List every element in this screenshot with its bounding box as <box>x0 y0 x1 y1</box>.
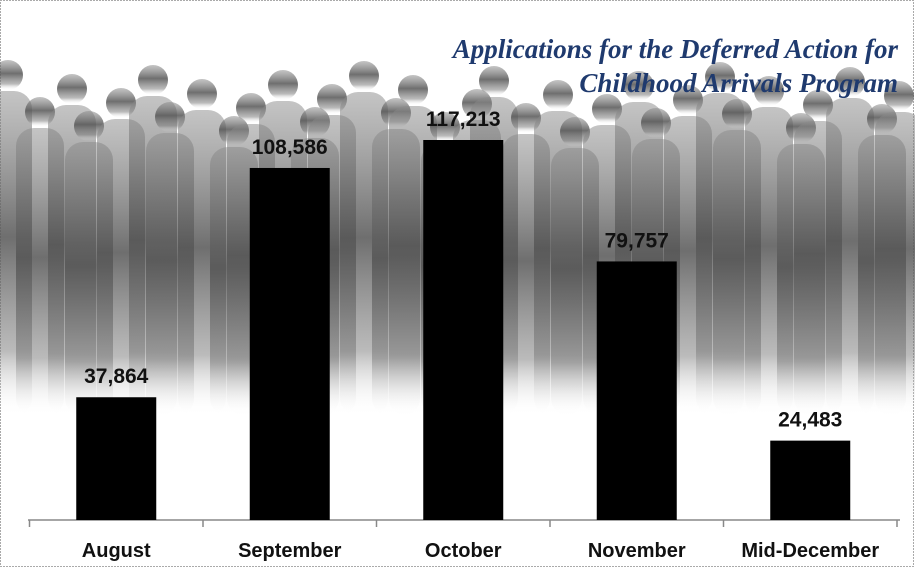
silhouette-head <box>884 81 914 111</box>
silhouette-head <box>138 65 168 95</box>
value-label: 117,213 <box>426 108 501 131</box>
silhouette-head <box>57 74 87 104</box>
bar <box>770 440 851 520</box>
x-tick-label: Mid-December <box>741 540 879 562</box>
x-tick-label: November <box>588 540 686 562</box>
x-tick-label: September <box>238 540 342 562</box>
value-label: 108,586 <box>252 136 328 159</box>
silhouette-head <box>511 103 541 133</box>
silhouette-head <box>317 84 347 114</box>
silhouette-head <box>641 108 671 138</box>
silhouette-head <box>803 90 833 120</box>
bar <box>249 167 330 521</box>
bar <box>596 261 677 520</box>
chart-title: Applications for the Deferred Action for <box>451 34 899 64</box>
silhouette-head <box>187 79 217 109</box>
x-tick-label: August <box>82 540 151 562</box>
silhouette-head <box>722 99 752 129</box>
silhouette-head <box>155 102 185 132</box>
silhouette-head <box>673 85 703 115</box>
silhouette-body <box>875 112 915 416</box>
silhouette-head <box>479 66 509 96</box>
value-label: 79,757 <box>605 229 669 252</box>
silhouette-head <box>0 60 23 90</box>
silhouette-head <box>74 111 104 141</box>
silhouette-head <box>624 71 654 101</box>
bar <box>76 397 157 520</box>
silhouette-head <box>430 112 460 142</box>
silhouette-head <box>560 117 590 147</box>
bar <box>423 140 504 520</box>
chart-title: Childhood Arrivals Program <box>579 68 898 98</box>
silhouette-head <box>592 94 622 124</box>
silhouette-head <box>268 70 298 100</box>
silhouette-head <box>349 61 379 91</box>
silhouette-head <box>25 97 55 127</box>
silhouette-head <box>835 67 865 97</box>
silhouette-head <box>398 75 428 105</box>
silhouette-head <box>236 93 266 123</box>
value-label: 24,483 <box>778 409 842 432</box>
silhouette-head <box>705 62 735 92</box>
silhouette-head <box>106 88 136 118</box>
silhouette-head <box>754 76 784 106</box>
silhouette-head <box>543 80 573 110</box>
x-tick-label: October <box>425 540 502 562</box>
value-label: 37,864 <box>84 365 149 388</box>
